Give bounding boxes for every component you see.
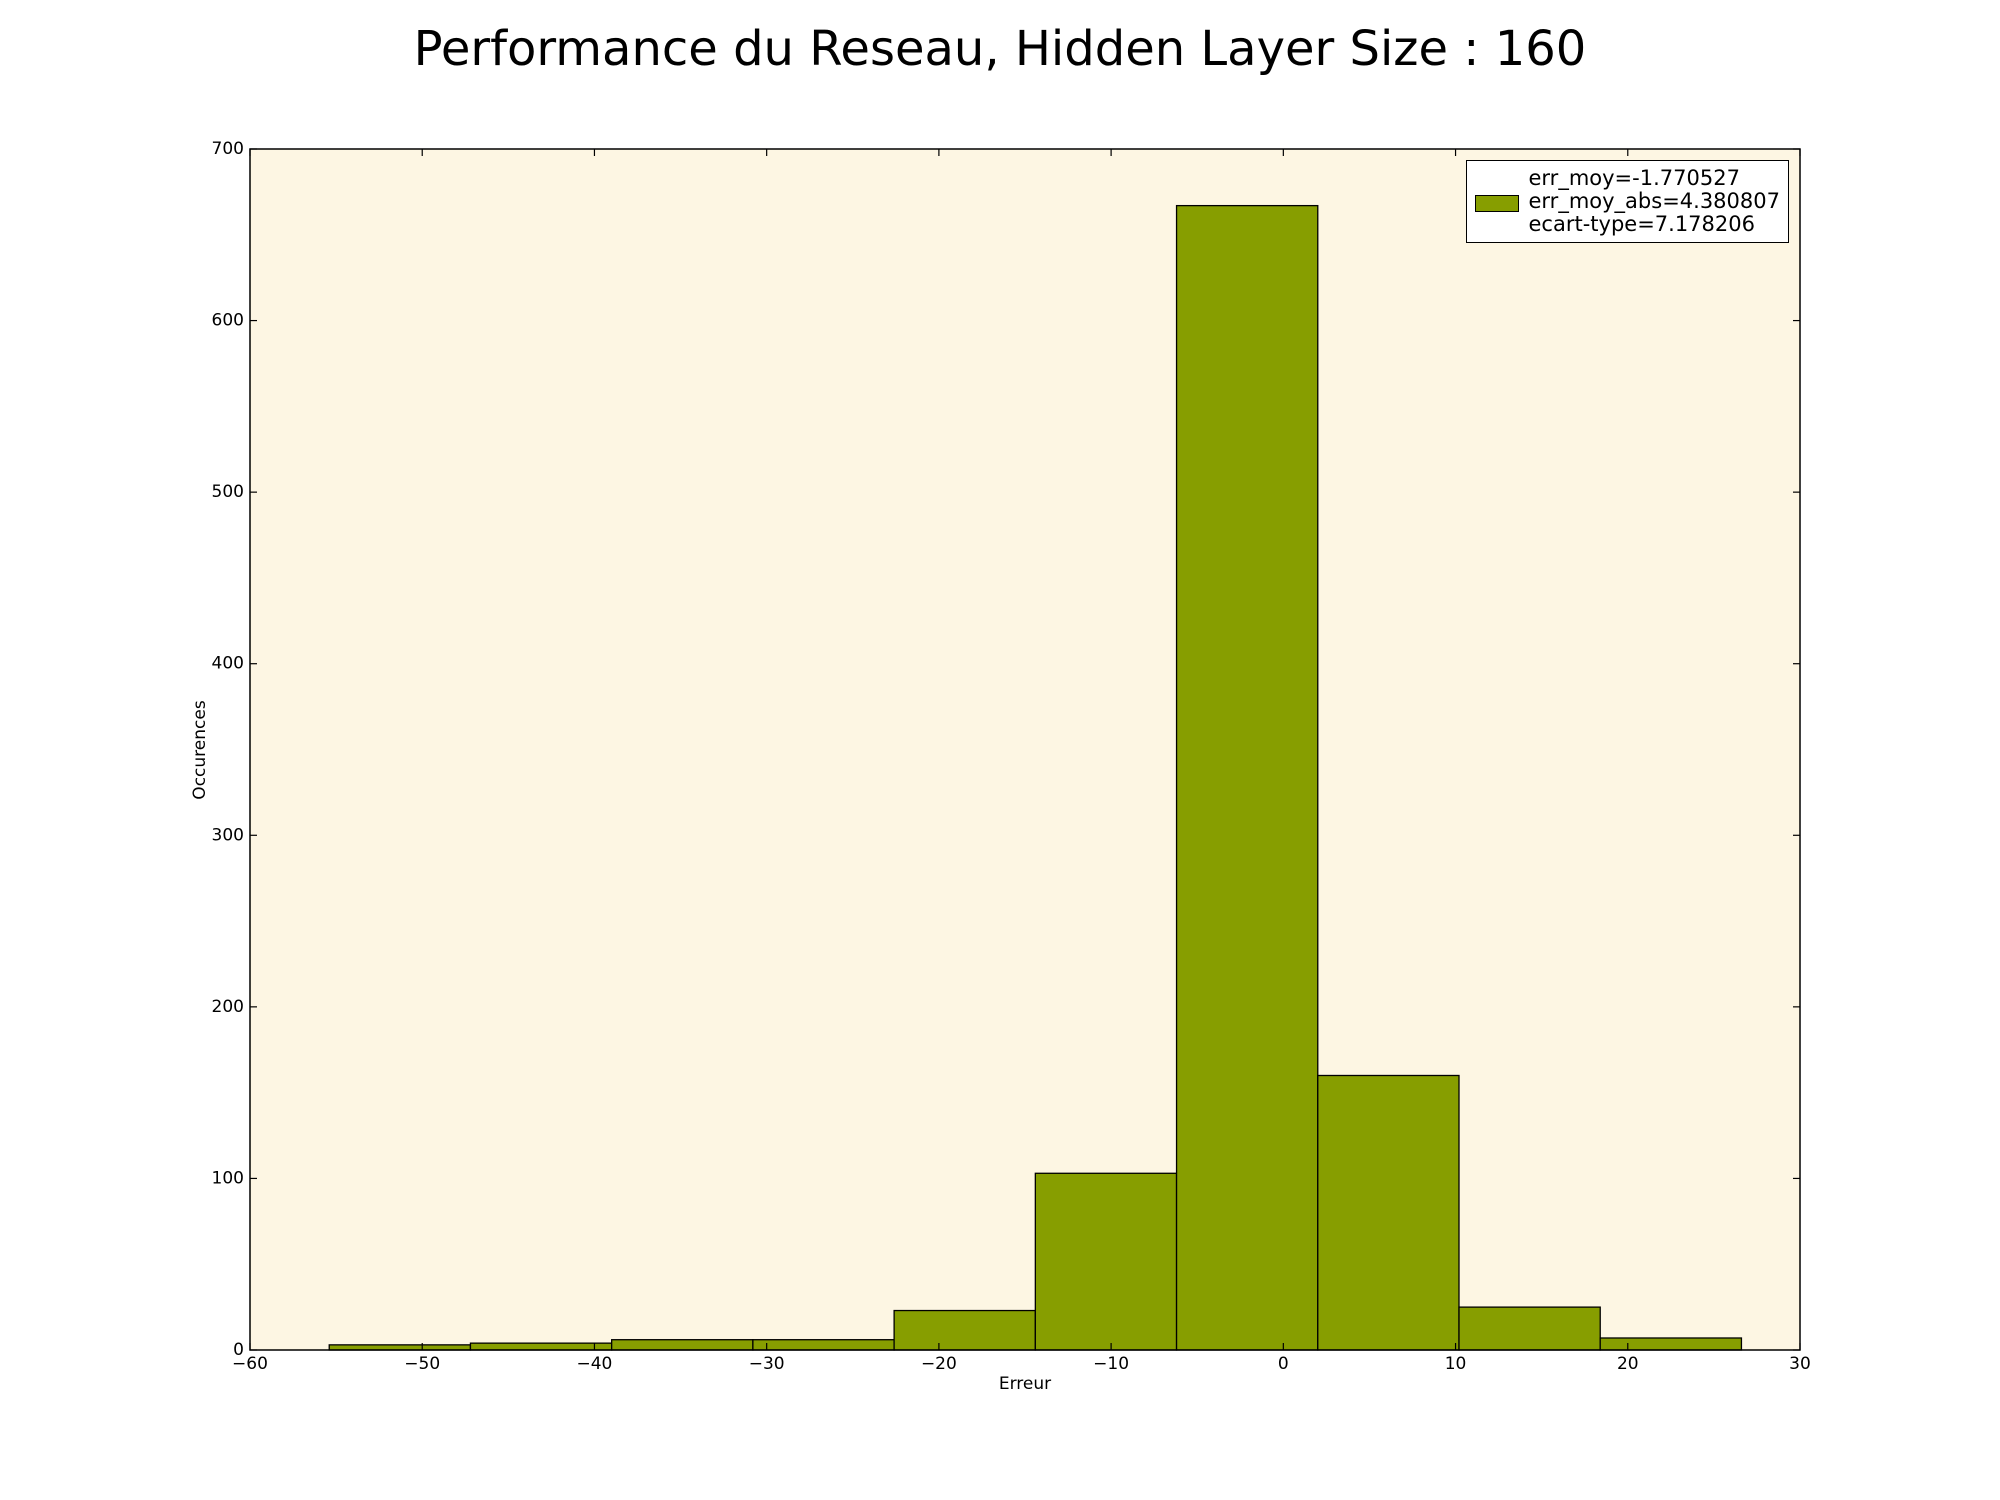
- x-tick-label: −60: [232, 1354, 268, 1374]
- x-axis-label: Erreur: [999, 1374, 1051, 1394]
- bar: [328, 1344, 472, 1351]
- chart-title: Performance du Reseau, Hidden Layer Size…: [414, 21, 1587, 77]
- plot-frame: [249, 148, 1801, 1351]
- bar: [752, 1339, 895, 1351]
- y-tick-label: 700: [212, 139, 244, 159]
- y-axis-label: Occurences: [190, 700, 210, 800]
- x-tick-label: 10: [1445, 1354, 1467, 1374]
- x-tick-label: −10: [1093, 1354, 1129, 1374]
- legend: err_moy=-1.770527 err_moy_abs=4.380807 e…: [1465, 160, 1789, 243]
- bar: [1034, 1172, 1178, 1351]
- x-tick-label: −20: [921, 1354, 957, 1374]
- plot-background: [250, 149, 1800, 1350]
- x-tick-label: 20: [1617, 1354, 1639, 1374]
- bar: [469, 1342, 613, 1351]
- y-tick-label: 400: [212, 654, 244, 674]
- y-tick-label: 100: [212, 1168, 244, 1188]
- legend-patch: [1474, 195, 1519, 212]
- bar: [1175, 204, 1319, 1351]
- y-tick-label: 200: [212, 997, 244, 1017]
- x-tick-label: −50: [404, 1354, 440, 1374]
- x-tick-label: −40: [576, 1354, 612, 1374]
- y-tick-label: 600: [212, 311, 244, 331]
- bar: [1458, 1306, 1601, 1351]
- y-tick-label: 0: [233, 1340, 244, 1360]
- legend-label: err_moy=-1.770527 err_moy_abs=4.380807 e…: [1528, 166, 1781, 236]
- x-tick-label: −30: [749, 1354, 785, 1374]
- x-tick-label: 0: [1278, 1354, 1289, 1374]
- bar: [1317, 1074, 1460, 1351]
- y-tick-label: 500: [212, 482, 244, 502]
- bar: [1599, 1337, 1743, 1351]
- y-tick-label: 300: [212, 825, 244, 845]
- x-tick-label: 30: [1789, 1354, 1811, 1374]
- bar: [893, 1309, 1036, 1351]
- bar: [611, 1339, 754, 1351]
